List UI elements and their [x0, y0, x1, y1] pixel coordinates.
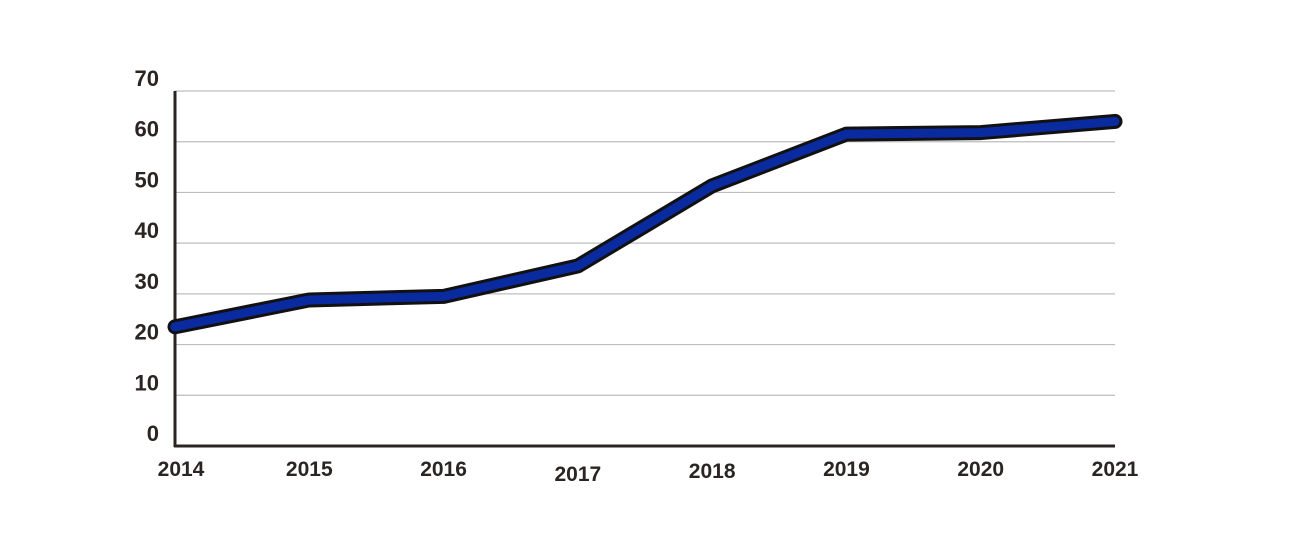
x-tick-label-2017: 2017	[554, 463, 601, 486]
series-line-0	[170, 116, 1120, 332]
x-tick-label-2021: 2021	[1092, 458, 1139, 481]
x-tick-label-2015: 2015	[286, 458, 333, 481]
y-tick-label-50: 50	[135, 167, 159, 192]
y-tick-label-70: 70	[135, 66, 159, 91]
y-tick-label-60: 60	[135, 117, 159, 142]
axes	[173, 91, 1115, 448]
y-tick-label-20: 20	[135, 320, 159, 345]
x-tick-label-2019: 2019	[823, 458, 870, 481]
y-tick-label-40: 40	[135, 218, 159, 243]
x-tick-label-2016: 2016	[420, 458, 467, 481]
x-tick-label-2018: 2018	[689, 460, 736, 483]
x-tick-label-2014: 2014	[158, 458, 205, 481]
x-tick-label-2020: 2020	[957, 458, 1004, 481]
y-tick-label-10: 10	[135, 370, 159, 395]
x-tick-labels: 2014 2015 2016 2017 2018 2019 2020 2021	[158, 458, 1139, 486]
y-tick-label-30: 30	[135, 269, 159, 294]
y-tick-labels: 0 10 20 30 40 50 60 70	[135, 66, 159, 446]
y-tick-label-0: 0	[147, 421, 159, 446]
series-group	[167, 113, 1123, 335]
